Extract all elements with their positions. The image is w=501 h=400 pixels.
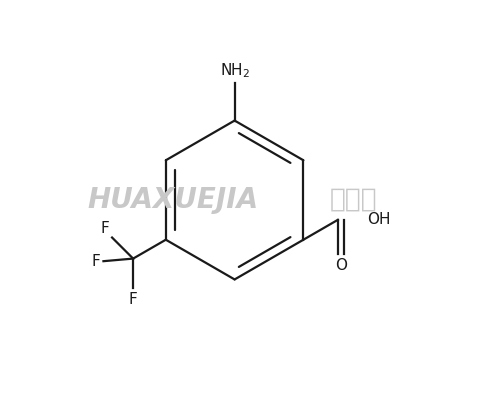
Text: OH: OH (368, 212, 391, 227)
Text: 化学加: 化学加 (330, 187, 378, 213)
Text: F: F (100, 220, 109, 236)
Text: HUAXUEJIA: HUAXUEJIA (88, 186, 259, 214)
Text: F: F (129, 292, 137, 306)
Text: O: O (335, 258, 347, 272)
Text: NH$_2$: NH$_2$ (219, 61, 249, 80)
Text: F: F (92, 254, 100, 269)
